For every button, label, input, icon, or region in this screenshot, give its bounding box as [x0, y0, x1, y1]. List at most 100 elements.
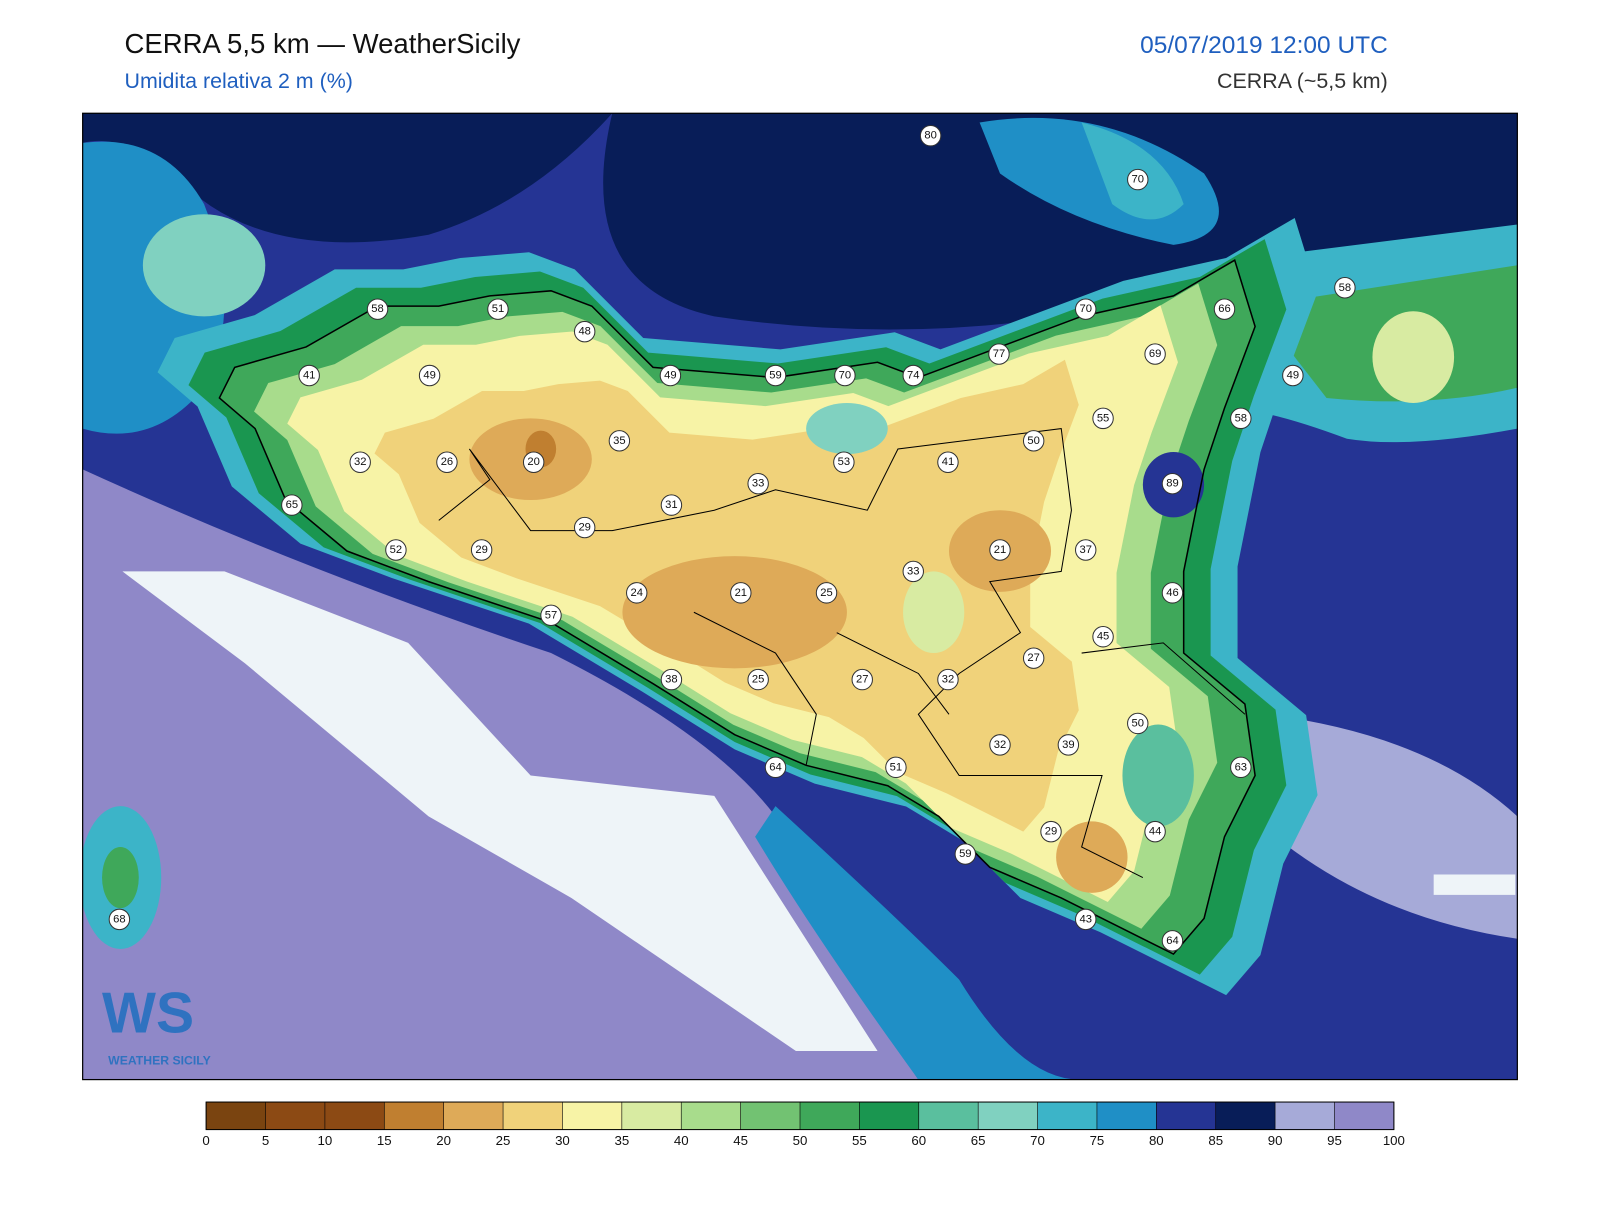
station-marker [988, 343, 1010, 365]
colorbar-label: 75 [1090, 1133, 1105, 1148]
station-marker [747, 668, 769, 691]
colorbar-label: 70 [1030, 1133, 1045, 1148]
colorbar-label: 5 [262, 1133, 269, 1148]
station-value: 45 [1097, 631, 1109, 643]
colorbar-label: 85 [1208, 1133, 1223, 1148]
station-value: 70 [1079, 303, 1091, 315]
station-value: 31 [665, 499, 677, 511]
colorbar-bin [384, 1102, 444, 1130]
title: CERRA 5,5 km — WeatherSicily [124, 28, 520, 59]
station-marker [1075, 908, 1097, 931]
colorbar-bin [800, 1102, 860, 1130]
station-marker [385, 539, 407, 561]
station-marker [1022, 430, 1045, 452]
station-value: 59 [959, 848, 971, 860]
station-value: 27 [1027, 652, 1039, 664]
station-value: 70 [1132, 174, 1144, 186]
station-marker [1161, 472, 1184, 495]
map-frame [82, 112, 1518, 1081]
colorbar-bin [918, 1102, 979, 1130]
colorbar-bin [206, 1102, 266, 1130]
colorbar-bin [1334, 1102, 1394, 1130]
station-marker [418, 364, 441, 387]
station-marker [764, 364, 787, 387]
station-marker [660, 494, 683, 516]
station-marker [1161, 930, 1184, 952]
station-value: 27 [856, 674, 868, 686]
station-value: 49 [1287, 370, 1299, 382]
logo-mark: WS [102, 982, 194, 1046]
station-marker [281, 494, 303, 516]
station-value: 32 [942, 674, 954, 686]
colorbar-bin [740, 1102, 800, 1130]
colorbar-label: 45 [733, 1133, 748, 1148]
station-marker [1075, 539, 1097, 561]
station-value: 48 [578, 326, 590, 338]
station-marker [1127, 712, 1149, 735]
station-value: 25 [820, 587, 832, 599]
colorbar-label: 25 [496, 1133, 511, 1148]
station-marker [366, 298, 389, 320]
station-marker [470, 539, 493, 561]
colorbar-bin [681, 1102, 741, 1130]
station-value: 80 [924, 130, 936, 142]
station-marker [885, 756, 907, 779]
colorbar-bin [1096, 1102, 1157, 1130]
station-value: 64 [769, 761, 781, 773]
colorbar-label: 0 [202, 1133, 209, 1148]
station-value: 50 [1027, 435, 1039, 447]
station-value: 58 [1339, 282, 1351, 294]
station-value: 20 [527, 456, 539, 468]
colorbar-bin [1156, 1102, 1216, 1130]
station-marker [1334, 277, 1356, 299]
station-marker [1144, 820, 1166, 843]
station-marker [815, 582, 838, 604]
station-marker [851, 668, 873, 691]
colorbar-label: 55 [852, 1133, 867, 1148]
colorbar-bin [503, 1102, 563, 1130]
model: CERRA (~5,5 km) [1217, 69, 1388, 93]
station-value: 74 [907, 370, 919, 382]
station-value: 66 [1218, 303, 1230, 315]
station-value: 69 [1149, 348, 1161, 360]
station-value: 21 [735, 587, 747, 599]
station-marker [626, 582, 648, 604]
colorbar-bin [324, 1102, 385, 1130]
station-value: 63 [1235, 761, 1247, 773]
station-value: 46 [1166, 587, 1178, 599]
station-marker [298, 364, 320, 387]
station-value: 41 [303, 370, 315, 382]
colorbar-label: 80 [1149, 1133, 1164, 1148]
station-marker [573, 320, 596, 343]
station-value: 89 [1166, 478, 1178, 490]
colorbar-bin [1215, 1102, 1276, 1130]
station-marker [540, 604, 562, 627]
station-value: 35 [613, 435, 625, 447]
station-value: 50 [1132, 717, 1144, 729]
station-value: 24 [630, 587, 642, 599]
station-value: 51 [890, 761, 902, 773]
station-value: 52 [390, 544, 402, 556]
station-value: 32 [354, 456, 366, 468]
station-marker [660, 668, 683, 691]
station-marker [487, 298, 509, 320]
station-value: 21 [994, 544, 1006, 556]
station-marker [834, 364, 856, 387]
station-marker [919, 125, 942, 147]
colorbar-bin [621, 1102, 682, 1130]
station-marker [730, 582, 752, 604]
station-value: 33 [907, 565, 919, 577]
station-value: 32 [994, 739, 1006, 751]
station-value: 53 [838, 456, 850, 468]
station-value: 44 [1149, 826, 1161, 838]
station-value: 33 [752, 478, 764, 490]
colorbar-label: 15 [377, 1133, 392, 1148]
station-value: 58 [1235, 412, 1247, 424]
colorbar-bin [265, 1102, 325, 1130]
station-marker [989, 539, 1011, 561]
station-value: 58 [371, 303, 383, 315]
logo-name: WEATHER SICILY [108, 1053, 211, 1067]
station-marker [902, 560, 924, 583]
colorbar-bin [1037, 1102, 1097, 1130]
station-marker [1230, 407, 1252, 430]
